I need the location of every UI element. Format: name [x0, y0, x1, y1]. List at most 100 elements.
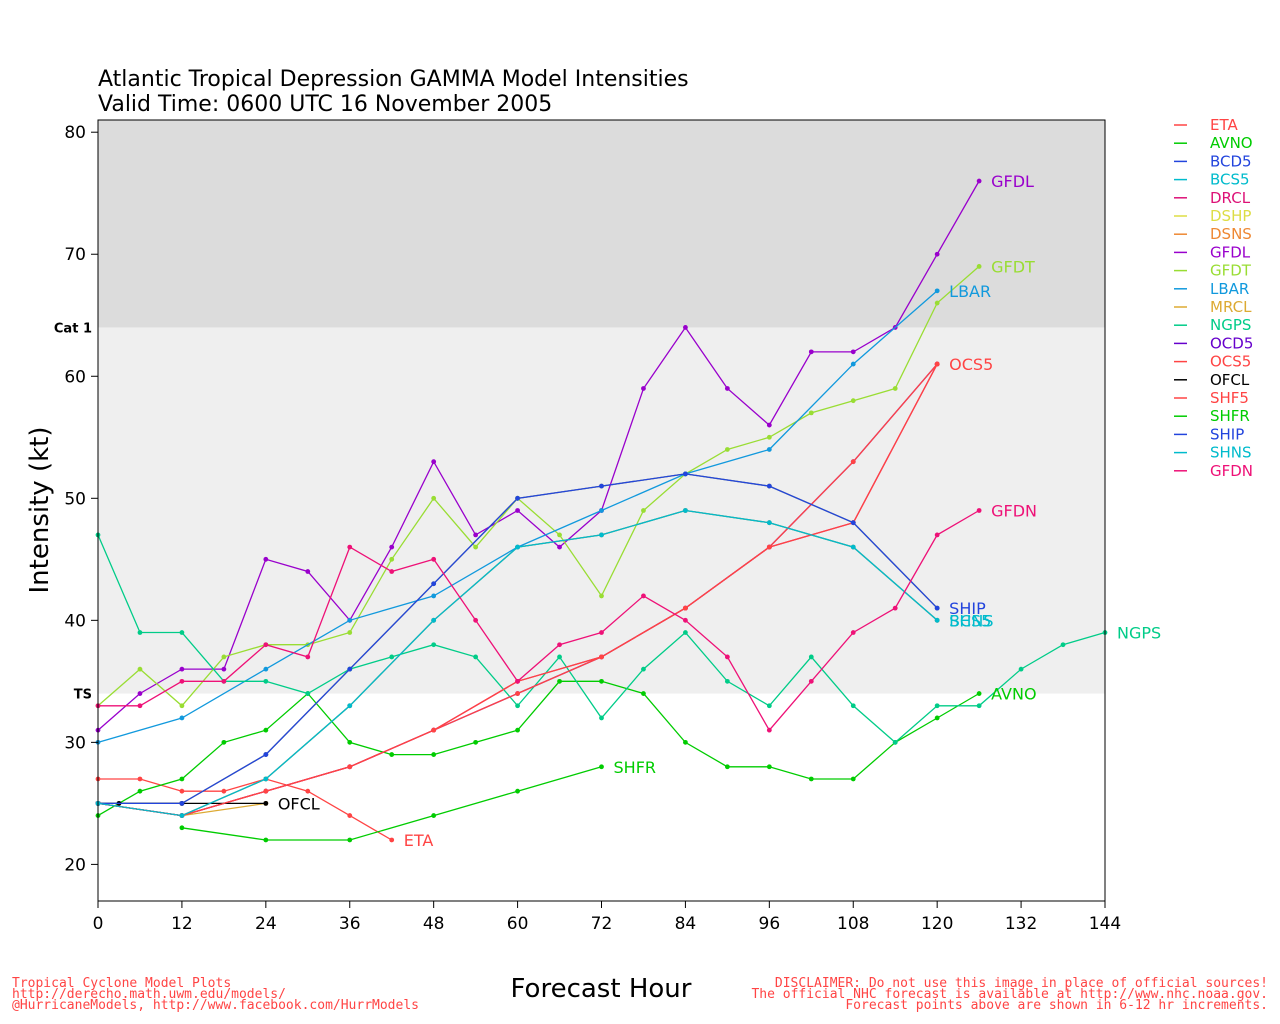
x-axis: 0 12 24 36 48 60 72 84 96 108 120 132 144	[93, 901, 1121, 934]
x-tick-label: 60	[507, 914, 529, 934]
data-point	[850, 520, 856, 526]
data-point	[724, 386, 730, 391]
legend-item-gfdl: GFDL	[1210, 243, 1251, 261]
data-point	[850, 544, 856, 550]
data-point	[892, 739, 898, 745]
data-point	[179, 825, 185, 831]
data-point	[641, 386, 646, 391]
legend-item-bcs5: BCS5	[1210, 171, 1250, 189]
y-tick-label: 70	[64, 245, 86, 265]
data-point	[766, 422, 772, 428]
data-point	[766, 544, 772, 550]
data-point	[347, 703, 353, 709]
data-point	[599, 593, 604, 599]
legend-item-gfdt: GFDT	[1210, 262, 1252, 280]
data-point	[305, 569, 311, 574]
data-point	[766, 727, 772, 733]
x-tick-label: 72	[591, 914, 613, 934]
series-end-label-bcs5: BCS5	[949, 611, 991, 630]
data-point	[976, 703, 982, 709]
x-tick-label: 132	[1005, 914, 1037, 934]
x-tick-label: 96	[759, 914, 781, 934]
legend-item-ngps: NGPS	[1210, 316, 1251, 334]
data-point	[263, 788, 269, 794]
band-label-ts: TS	[74, 688, 92, 703]
legend-item-dsns: DSNS	[1210, 225, 1252, 243]
data-point	[347, 739, 353, 745]
data-point	[641, 666, 646, 672]
data-point	[934, 361, 940, 367]
data-point	[431, 752, 437, 757]
data-point	[137, 666, 143, 672]
y-tick-label: 40	[64, 611, 86, 631]
legend-item-ocs5: OCS5	[1210, 353, 1251, 371]
data-point	[892, 386, 898, 391]
series-gfdl	[95, 178, 982, 733]
data-point	[263, 666, 269, 672]
data-point	[263, 752, 269, 757]
legend-item-eta: ETA	[1210, 116, 1238, 134]
data-point	[305, 654, 311, 660]
series-line-gfdn	[98, 509, 980, 732]
x-tick-label: 36	[339, 914, 361, 934]
data-point	[515, 508, 520, 513]
data-point	[934, 532, 940, 538]
x-tick-label: 108	[837, 914, 869, 934]
legend-item-dshp: DSHP	[1210, 207, 1251, 225]
data-point	[431, 581, 437, 587]
data-point	[515, 544, 520, 550]
data-point	[137, 776, 143, 782]
data-point	[137, 691, 143, 696]
y-tick-label: 60	[64, 367, 86, 387]
data-point	[683, 508, 688, 513]
legend-item-lbar: LBAR	[1210, 280, 1249, 298]
data-point	[431, 495, 437, 501]
data-point	[934, 617, 940, 623]
data-point	[431, 642, 437, 648]
intensity-bands: TS Cat 1	[54, 120, 1105, 703]
data-point	[641, 593, 646, 599]
data-point	[431, 593, 437, 599]
series-end-label-ofcl: OFCL	[278, 794, 320, 813]
data-point	[473, 544, 479, 550]
data-point	[137, 788, 143, 794]
data-point	[347, 617, 353, 623]
data-point	[683, 325, 688, 330]
data-point	[683, 630, 688, 635]
data-point	[179, 776, 185, 782]
data-point	[641, 691, 646, 696]
legend-item-ship: SHIP	[1210, 425, 1244, 443]
data-point	[934, 715, 940, 721]
data-point	[724, 447, 730, 452]
data-point	[599, 532, 604, 538]
data-point	[766, 434, 772, 440]
data-point	[431, 459, 437, 465]
legend-item-shns: SHNS	[1210, 444, 1252, 462]
data-point	[850, 349, 856, 355]
series-end-label-gfdn: GFDN	[991, 502, 1037, 521]
chart-title: Atlantic Tropical Depression GAMMA Model…	[98, 67, 689, 92]
data-point	[137, 703, 143, 709]
data-point	[179, 813, 185, 818]
x-tick-label: 84	[675, 914, 697, 934]
x-tick-label: 48	[423, 914, 445, 934]
data-point	[347, 666, 353, 672]
data-point	[557, 544, 562, 550]
data-point	[599, 508, 604, 513]
legend-item-avno: AVNO	[1210, 134, 1253, 152]
legend-item-bcd5: BCD5	[1210, 152, 1252, 170]
data-point	[515, 495, 520, 501]
data-point	[934, 300, 940, 306]
data-point	[347, 813, 353, 818]
footer-disclaimer: DISCLAIMER: Do not use this image in pla…	[751, 976, 1268, 1013]
data-point	[808, 654, 814, 660]
data-point	[599, 678, 604, 684]
data-point	[473, 739, 479, 745]
x-tick-label: 24	[255, 914, 277, 934]
series-end-label-gfdt: GFDT	[991, 257, 1035, 276]
data-point	[766, 520, 772, 526]
series-end-label-eta: ETA	[404, 831, 434, 850]
data-point	[808, 776, 814, 782]
data-point	[347, 544, 353, 550]
